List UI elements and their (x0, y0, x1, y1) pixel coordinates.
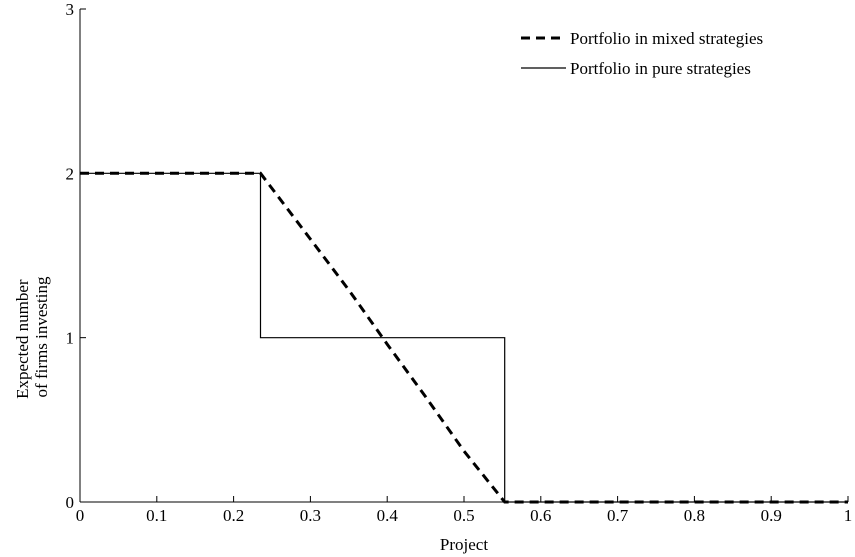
axes: 0 0.1 0.2 0.3 0.4 0.5 0.6 0.7 0.8 0.9 1 0 1 2 3 (66, 0, 853, 525)
x-tick-label: 0.4 (377, 506, 399, 525)
x-tick-label: 0.6 (530, 506, 551, 525)
series-line-mixed-strategies (80, 171, 848, 504)
y-axis-label-line-2: of firms investing (32, 276, 51, 397)
x-tick-label: 0 (76, 506, 85, 525)
y-axis-label-line-1: Expected number (13, 279, 32, 399)
x-tick-label: 0.8 (684, 506, 705, 525)
x-tick-label: 0.2 (223, 506, 244, 525)
legend-label: Portfolio in mixed strategies (570, 29, 763, 48)
legend: Portfolio in mixed strategies Portfolio i… (521, 29, 763, 78)
y-tick-label: 1 (66, 329, 75, 348)
x-tick-label: 0.1 (146, 506, 167, 525)
x-tick-label: 1 (844, 506, 853, 525)
y-tick-label: 0 (66, 493, 75, 512)
y-axis-label: Expected number of firms investing (13, 275, 51, 399)
series-group (80, 171, 848, 504)
legend-label: Portfolio in pure strategies (570, 59, 751, 78)
x-tick-label: 0.7 (607, 506, 629, 525)
y-tick-label: 3 (66, 0, 75, 19)
x-tick-label: 0.5 (453, 506, 474, 525)
x-tick-label: 0.9 (761, 506, 782, 525)
y-tick-label: 2 (66, 164, 75, 183)
x-tick-label: 0.3 (300, 506, 321, 525)
x-axis-label: Project (440, 535, 488, 554)
